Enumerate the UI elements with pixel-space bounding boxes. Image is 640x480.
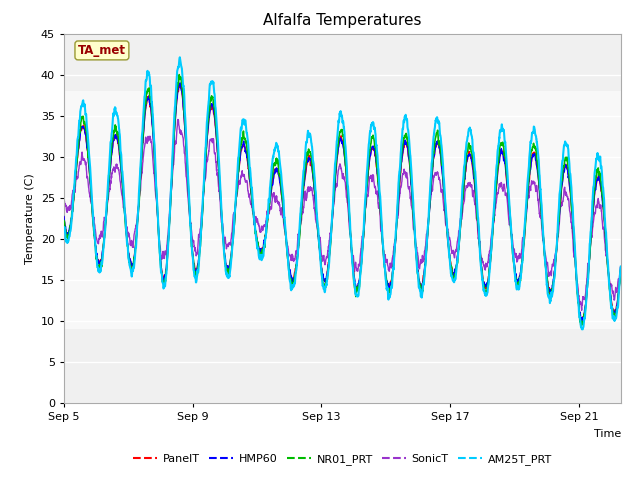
Text: TA_met: TA_met xyxy=(78,44,126,57)
Legend: PanelT, HMP60, NR01_PRT, SonicT, AM25T_PRT: PanelT, HMP60, NR01_PRT, SonicT, AM25T_P… xyxy=(129,449,556,469)
Title: Alfalfa Temperatures: Alfalfa Temperatures xyxy=(263,13,422,28)
Bar xyxy=(64,91,621,329)
Y-axis label: Temperature (C): Temperature (C) xyxy=(26,173,35,264)
Text: Time: Time xyxy=(593,429,621,439)
